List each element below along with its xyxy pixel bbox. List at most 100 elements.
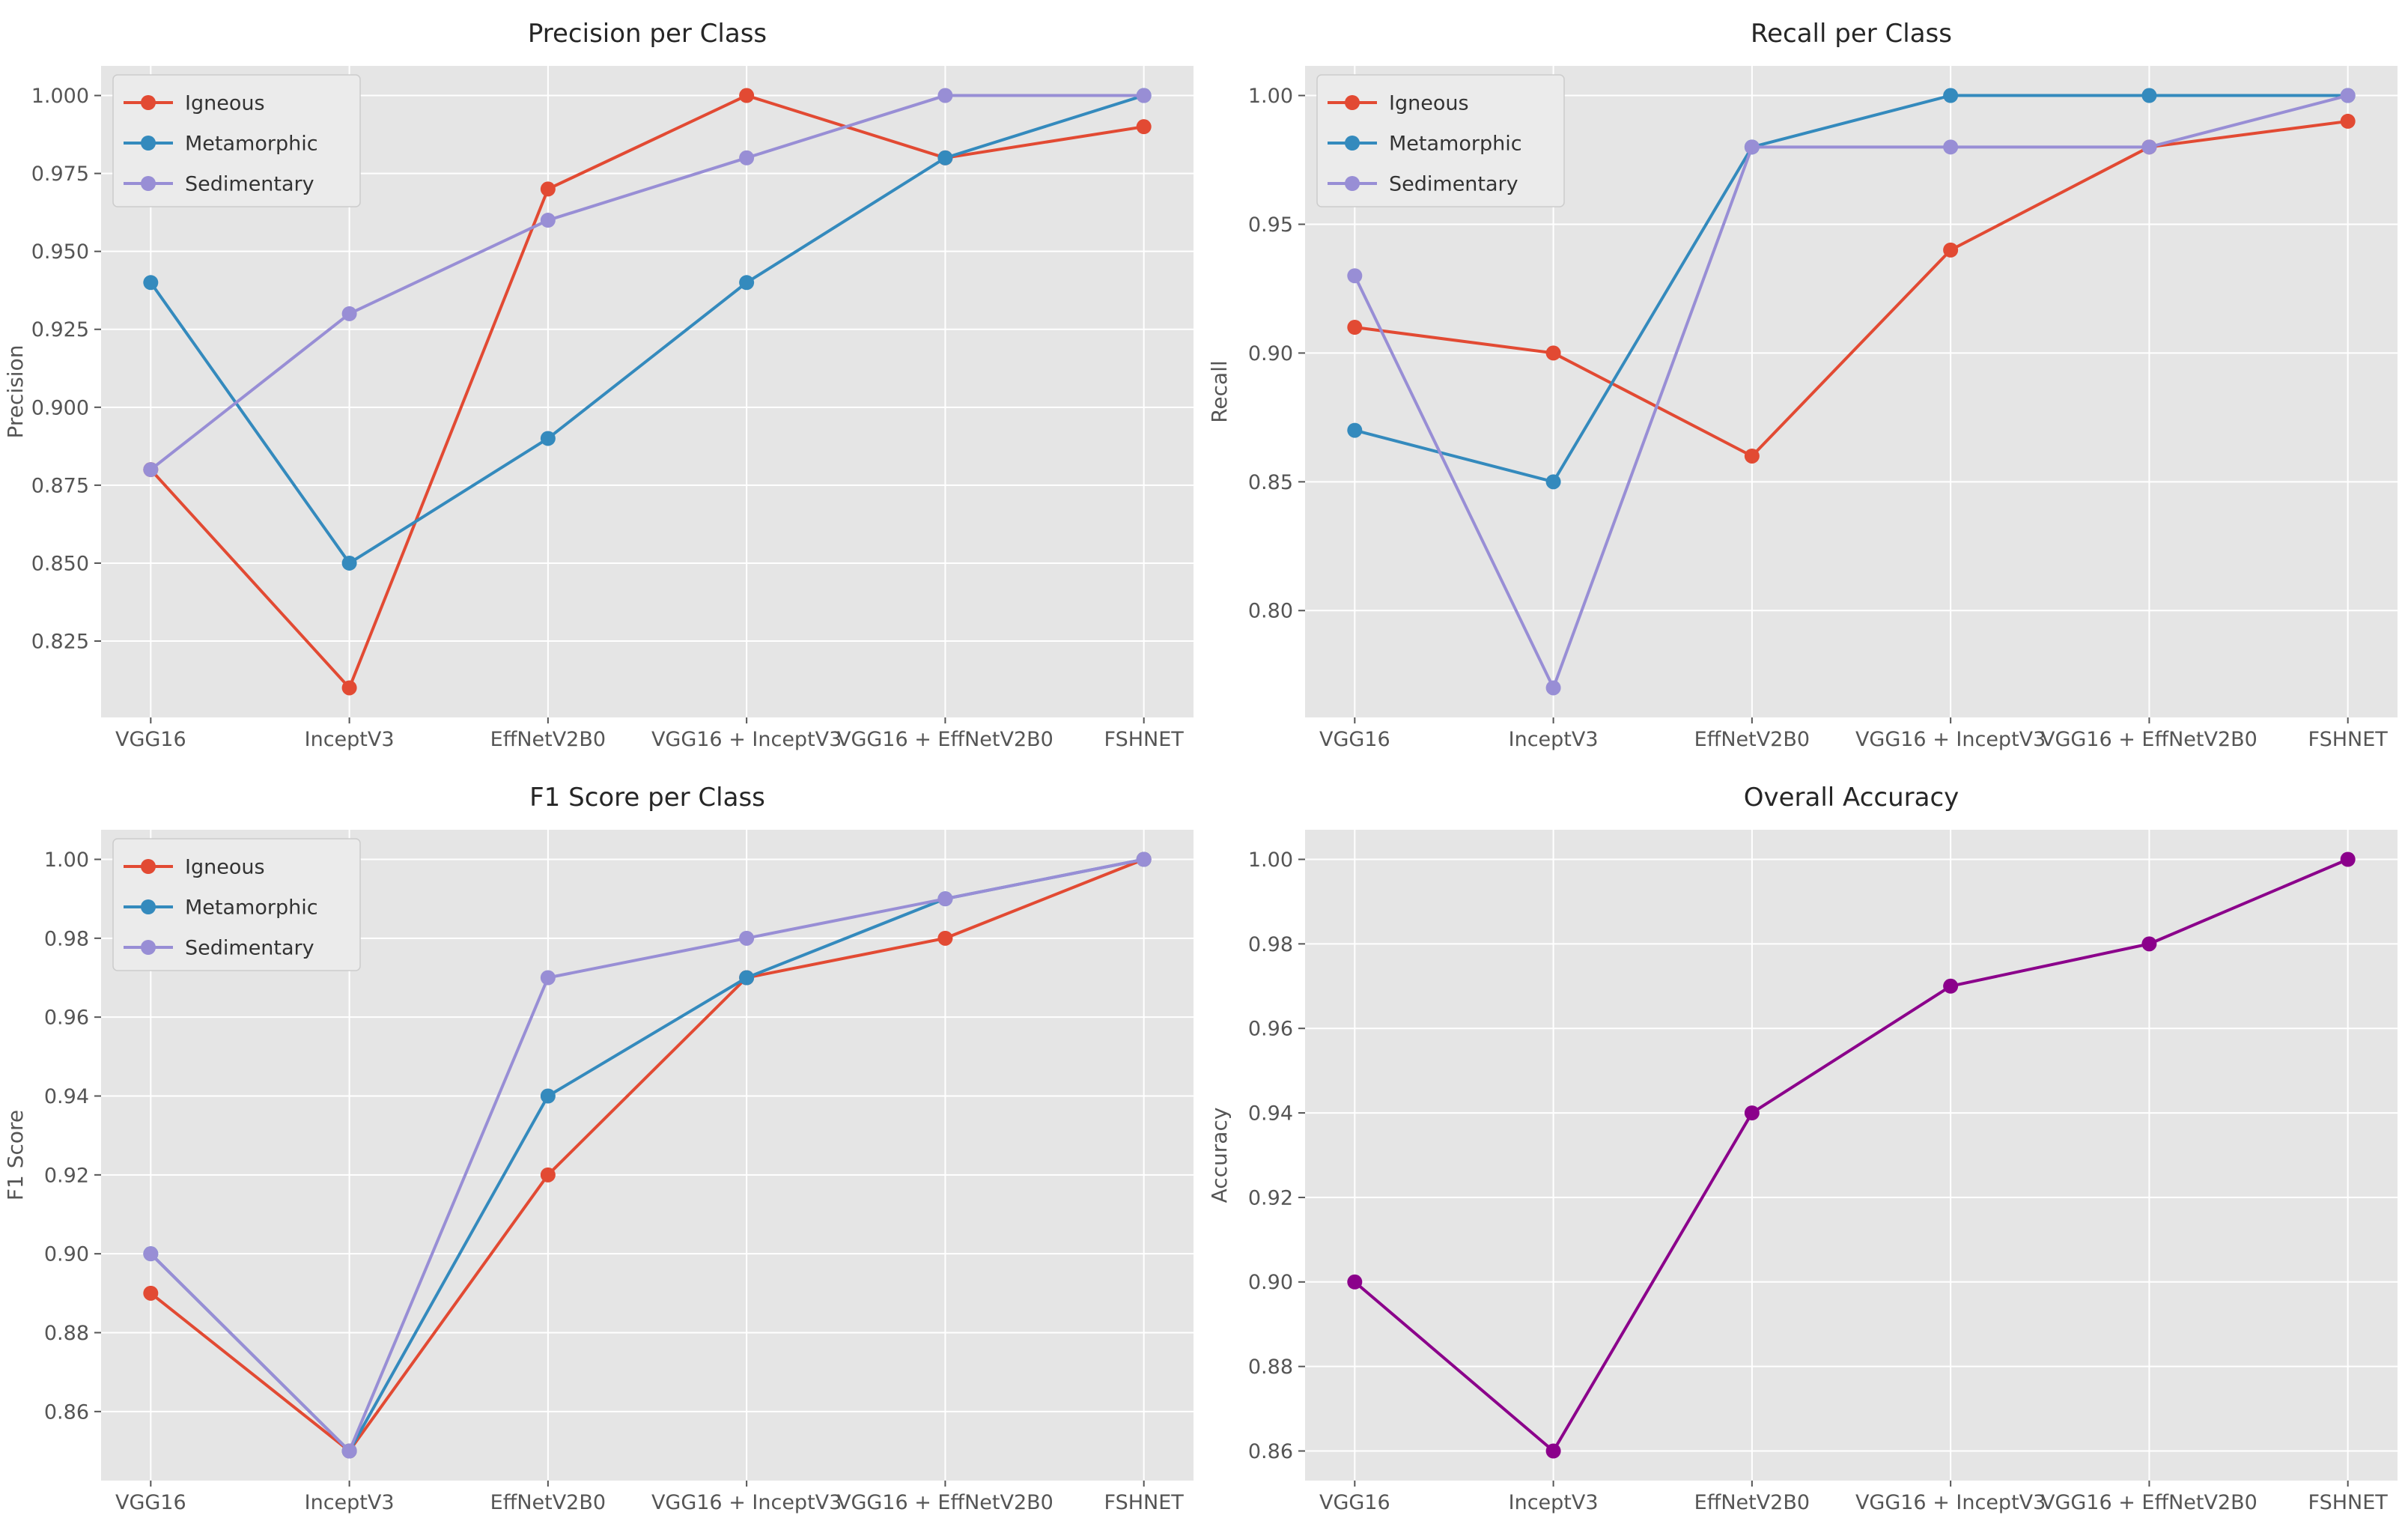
- recall-per-class-svg: 0.80 0.85 0.90 0.95 1.00 VGG16 InceptV3 EffNetV…: [1207, 19, 2398, 751]
- data-point: [1136, 851, 1152, 867]
- y-tick-label: 0.825: [31, 630, 89, 653]
- y-tick-label: 0.875: [31, 474, 89, 497]
- data-point: [1545, 345, 1561, 361]
- data-point: [2141, 139, 2157, 155]
- legend-label: Sedimentary: [185, 172, 314, 195]
- data-point: [540, 213, 556, 228]
- y-axis-label: Recall: [1207, 360, 1232, 423]
- x-tick-label: EffNetV2B0: [490, 1491, 606, 1514]
- data-point: [1545, 474, 1561, 490]
- legend-label: Sedimentary: [1389, 172, 1518, 195]
- y-tick-label: 1.00: [44, 848, 89, 872]
- legend-item-metamorphic: Metamorphic: [124, 896, 318, 919]
- data-point: [1347, 422, 1363, 438]
- x-tick-label: InceptV3: [1509, 728, 1599, 751]
- data-point: [1545, 1443, 1561, 1459]
- series-line-sedimentary: [1353, 94, 2349, 690]
- data-point: [341, 555, 357, 571]
- y-tick-label: 0.98: [44, 927, 89, 950]
- x-tick-label: EffNetV2B0: [490, 728, 606, 751]
- y-tick-label: 0.86: [44, 1400, 89, 1424]
- y-tick-label: 0.950: [31, 240, 89, 264]
- data-point: [1545, 680, 1561, 696]
- legend: Igneous Metamorphic Sedimentary: [1316, 74, 1565, 207]
- y-tick-label: 0.925: [31, 318, 89, 341]
- data-point: [1347, 320, 1363, 336]
- data-point: [739, 150, 755, 166]
- y-tick-label: 0.90: [44, 1243, 89, 1266]
- x-tick-label: EffNetV2B0: [1694, 1491, 1810, 1514]
- legend-item-igneous: Igneous: [124, 855, 265, 878]
- series-markers-igneous: [1347, 113, 2356, 464]
- data-point: [937, 930, 953, 946]
- data-point: [2141, 936, 2157, 952]
- x-tick-label: InceptV3: [305, 728, 395, 751]
- data-point: [540, 181, 556, 197]
- legend-item-metamorphic: Metamorphic: [124, 132, 318, 155]
- x-tick-label: VGG16: [115, 728, 186, 751]
- y-axis-label: F1 Score: [3, 1110, 28, 1200]
- data-point: [739, 930, 755, 946]
- y-tick-label: 0.80: [1248, 600, 1293, 623]
- x-tick-label: FSHNET: [2308, 728, 2389, 751]
- y-tick-label: 0.900: [31, 396, 89, 419]
- data-point: [937, 88, 953, 103]
- series-line-accuracy: [1354, 857, 2349, 1453]
- series-markers-sedimentary: [143, 851, 1152, 1459]
- legend-label: Sedimentary: [185, 936, 314, 959]
- y-tick-label: 1.000: [31, 85, 89, 108]
- data-point: [2340, 113, 2356, 129]
- legend-label: Metamorphic: [185, 896, 318, 919]
- legend-item-sedimentary: Sedimentary: [124, 172, 314, 195]
- y-tick-label: 0.975: [31, 163, 89, 186]
- data-point: [143, 1246, 159, 1262]
- y-tick-label: 0.94: [1248, 1102, 1293, 1126]
- data-point: [937, 891, 953, 907]
- chart-overall-accuracy: 0.86 0.88 0.90 0.92 0.94 0.96 0.98 1.00 VGG16 Inc…: [1204, 764, 2408, 1527]
- y-tick-label: 0.92: [1248, 1186, 1293, 1209]
- y-axis-label: Precision: [3, 345, 28, 439]
- y-tick-label: 0.96: [44, 1007, 89, 1030]
- data-point: [341, 306, 357, 321]
- legend-marker: [141, 176, 156, 191]
- series-markers-sedimentary: [143, 88, 1152, 478]
- legend-item-sedimentary: Sedimentary: [124, 936, 314, 959]
- data-point: [1943, 242, 1959, 258]
- data-point: [540, 970, 556, 986]
- y-tick-label: 0.96: [1248, 1018, 1293, 1041]
- y-tick-label: 0.85: [1248, 471, 1293, 494]
- overall-accuracy-svg: 0.86 0.88 0.90 0.92 0.94 0.96 0.98 1.00 VGG16 Inc…: [1207, 783, 2398, 1514]
- chart-f1-score-per-class: 0.86 0.88 0.90 0.92 0.94 0.96 0.98 1.00 VGG16 Inc…: [0, 764, 1204, 1527]
- legend-marker: [1345, 136, 1360, 151]
- legend-marker: [141, 95, 156, 110]
- data-point: [1943, 88, 1959, 103]
- series-line-sedimentary: [150, 94, 1144, 471]
- y-tick-label: 0.94: [44, 1085, 89, 1108]
- y-tick-label: 0.88: [44, 1322, 89, 1345]
- x-tick-label: VGG16 + InceptV3: [1855, 1491, 2046, 1514]
- y-tick-label: 1.00: [1248, 85, 1293, 108]
- legend-box: [112, 838, 361, 971]
- legend-item-igneous: Igneous: [124, 91, 265, 115]
- data-point: [2141, 88, 2157, 103]
- legend: Igneous Metamorphic Sedimentary: [112, 74, 361, 207]
- series-line-metamorphic: [149, 94, 1145, 565]
- data-point: [1136, 88, 1152, 103]
- y-tick-label: 0.86: [1248, 1440, 1293, 1463]
- y-axis-label: Accuracy: [1207, 1108, 1232, 1203]
- data-point: [143, 462, 159, 478]
- series-markers-sedimentary: [1347, 88, 2356, 696]
- x-tick-label: VGG16: [115, 1491, 186, 1514]
- x-tick-label: FSHNET: [1104, 1491, 1185, 1514]
- data-point: [143, 1285, 159, 1301]
- y-tick-label: 0.88: [1248, 1356, 1293, 1379]
- series-line-sedimentary: [149, 857, 1145, 1453]
- data-point: [540, 1088, 556, 1104]
- x-tick-label: FSHNET: [1104, 728, 1185, 751]
- legend-label: Igneous: [1389, 91, 1469, 115]
- chart-title: Recall per Class: [1751, 19, 1952, 49]
- data-point: [1943, 978, 1959, 994]
- chart-recall-per-class: 0.80 0.85 0.90 0.95 1.00 VGG16 InceptV3 EffNetV…: [1204, 0, 2408, 764]
- series-line-igneous: [150, 857, 1145, 1453]
